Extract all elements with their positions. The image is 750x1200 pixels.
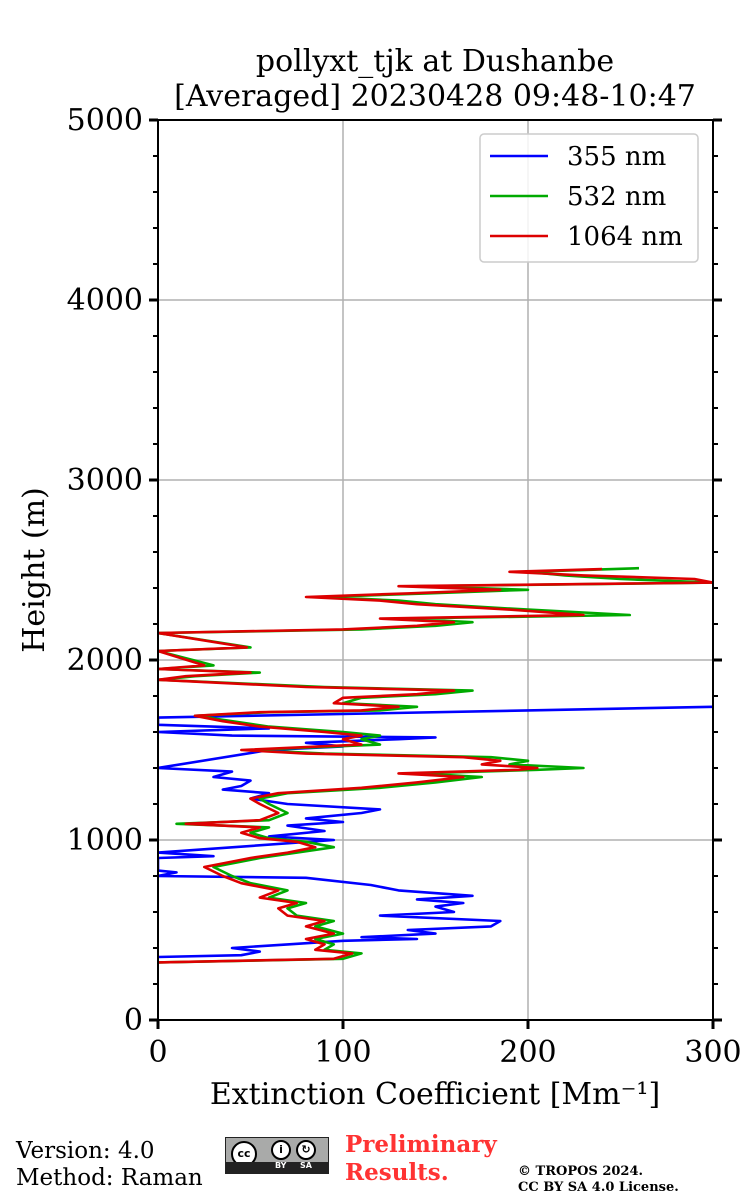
cc-license-badge: cc i ↻ BY SA [225, 1137, 329, 1174]
method-text: Method: Raman [16, 1165, 203, 1191]
x-tick-label: 300 [684, 1035, 741, 1070]
y-tick-label: 5000 [67, 103, 143, 138]
cc-by-label: BY [275, 1161, 287, 1170]
copyright-notice: © TROPOS 2024. CC BY SA 4.0 License. [518, 1164, 679, 1196]
chart: pollyxt_tjk at Dushanbe [Averaged] 20230… [17, 44, 742, 1112]
data-series [158, 566, 713, 964]
legend-label: 1064 nm [567, 222, 683, 252]
version-text: Version: 4.0 [16, 1138, 155, 1164]
legend-label: 355 nm [567, 142, 666, 172]
y-tick-label: 3000 [67, 463, 143, 498]
legend-box [479, 133, 699, 263]
preliminary-results-note: Preliminary Results. [345, 1131, 497, 1187]
series-line-1064-nm [158, 567, 713, 964]
plot-frame [157, 119, 714, 1021]
series-line-532-nm [158, 566, 713, 964]
chart-title-line2: [Averaged] 20230428 09:48-10:47 [174, 79, 696, 114]
x-tick-label: 200 [499, 1035, 556, 1070]
legend: 355 nm 532 nm 1064 nm [479, 133, 699, 263]
y-axis-label: Height (m) [17, 487, 52, 652]
by-icon: i [271, 1140, 291, 1160]
copyright-line2: CC BY SA 4.0 License. [518, 1180, 679, 1195]
y-tick-label: 0 [124, 1003, 143, 1038]
copyright-line1: © TROPOS 2024. [518, 1164, 644, 1179]
y-tick-label: 2000 [67, 643, 143, 678]
preliminary-line1: Preliminary [345, 1131, 497, 1158]
cc-badge-band: BY SA [226, 1161, 328, 1173]
y-tick-label: 1000 [67, 823, 143, 858]
sa-icon: ↻ [296, 1140, 316, 1160]
x-tick-label: 0 [148, 1035, 167, 1070]
x-tick-label: 100 [314, 1035, 371, 1070]
y-tick-label: 4000 [67, 283, 143, 318]
plot-border [157, 119, 714, 1021]
preliminary-line2: Results. [345, 1159, 449, 1186]
legend-label: 532 nm [567, 182, 666, 212]
footer-info: Version: 4.0 Method: Raman [16, 1138, 203, 1192]
chart-title-line1: pollyxt_tjk at Dushanbe [256, 44, 614, 79]
cc-sa-label: SA [300, 1161, 312, 1170]
x-axis-label: Extinction Coefficient [Mm⁻¹] [210, 1077, 660, 1112]
